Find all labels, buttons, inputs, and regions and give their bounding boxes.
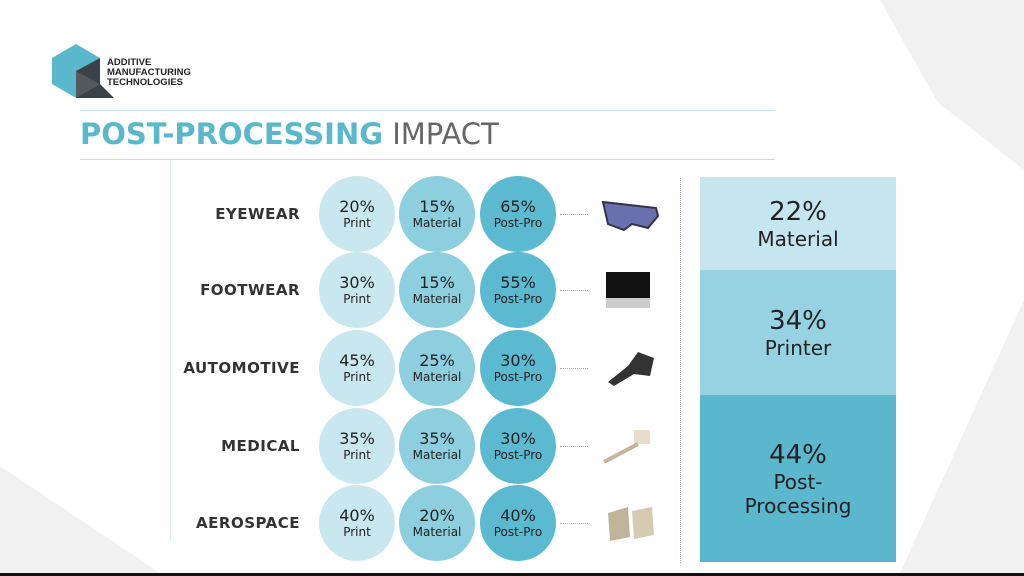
- material-circle: 20% Material: [399, 485, 475, 561]
- connector: [560, 446, 588, 447]
- aerospace-part-icon: [608, 507, 654, 541]
- summary-percent: 34%: [769, 305, 827, 336]
- circle-label: Post-Pro: [493, 448, 543, 462]
- circle-label: Print: [343, 370, 371, 384]
- divider: [170, 160, 171, 540]
- page-title: POST-PROCESSING IMPACT: [80, 117, 499, 151]
- summary-label: Post- Processing: [744, 469, 852, 518]
- print-circle: 35% Print: [319, 408, 395, 484]
- percent: 25%: [419, 351, 455, 370]
- postpro-circle: 40% Post-Pro: [480, 485, 556, 561]
- percent: 35%: [339, 429, 375, 448]
- summary-segment: 34% Printer: [700, 270, 896, 395]
- divider: [80, 110, 775, 111]
- print-circle: 20% Print: [319, 176, 395, 252]
- row-label: MEDICAL: [221, 437, 300, 455]
- connector: [560, 368, 588, 369]
- percent: 20%: [339, 197, 375, 216]
- postpro-circle: 65% Post-Pro: [480, 176, 556, 252]
- row-label: AEROSPACE: [196, 514, 300, 532]
- bg-shape: [0, 465, 160, 573]
- circle-label: Post-Pro: [493, 292, 543, 306]
- medical-implant-icon: [603, 430, 650, 464]
- summary-label: Material: [757, 226, 839, 251]
- percent: 55%: [500, 273, 536, 292]
- percent: 40%: [339, 506, 375, 525]
- circle-label: Material: [412, 292, 462, 306]
- circle-label: Post-Pro: [493, 216, 543, 230]
- circle-label: Print: [343, 448, 371, 462]
- connector: [560, 523, 588, 524]
- percent: 15%: [419, 273, 455, 292]
- row-label: FOOTWEAR: [200, 281, 300, 299]
- bg-shape: [880, 0, 1024, 170]
- material-circle: 15% Material: [399, 252, 475, 328]
- percent: 65%: [500, 197, 536, 216]
- summary-segment: 44% Post- Processing: [700, 395, 896, 562]
- divider: [80, 159, 775, 160]
- bg-shape: [900, 300, 1024, 573]
- row-label: EYEWEAR: [215, 205, 300, 223]
- postpro-circle: 55% Post-Pro: [480, 252, 556, 328]
- connector: [560, 214, 588, 215]
- summary-label: Printer: [764, 335, 832, 360]
- circle-label: Material: [412, 216, 462, 230]
- summary-percent: 44%: [769, 439, 827, 470]
- logo-hexagon-icon: [52, 44, 114, 98]
- print-circle: 40% Print: [319, 485, 395, 561]
- circle-label: Print: [343, 525, 371, 539]
- divider: [680, 178, 681, 563]
- eyewear-icon: [601, 200, 660, 232]
- print-circle: 45% Print: [319, 330, 395, 406]
- percent: 40%: [500, 506, 536, 525]
- logo-text: ADDITIVE MANUFACTURING TECHNOLOGIES: [107, 57, 191, 88]
- circle-label: Material: [412, 370, 462, 384]
- footwear-icon: [606, 272, 650, 308]
- circle-label: Post-Pro: [493, 370, 543, 384]
- row-label: AUTOMOTIVE: [183, 359, 300, 377]
- circle-label: Material: [412, 525, 462, 539]
- material-circle: 25% Material: [399, 330, 475, 406]
- percent: 30%: [500, 429, 536, 448]
- postpro-circle: 30% Post-Pro: [480, 408, 556, 484]
- summary-segment: 22% Material: [700, 177, 896, 270]
- summary-percent: 22%: [769, 196, 827, 227]
- percent: 30%: [500, 351, 536, 370]
- percent: 35%: [419, 429, 455, 448]
- postpro-circle: 30% Post-Pro: [480, 330, 556, 406]
- percent: 15%: [419, 197, 455, 216]
- automotive-part-icon: [608, 352, 654, 386]
- bottom-bar: [0, 573, 1024, 576]
- circle-label: Print: [343, 292, 371, 306]
- circle-label: Post-Pro: [493, 525, 543, 539]
- print-circle: 30% Print: [319, 252, 395, 328]
- circle-label: Print: [343, 216, 371, 230]
- percent: 45%: [339, 351, 375, 370]
- material-circle: 35% Material: [399, 408, 475, 484]
- percent: 30%: [339, 273, 375, 292]
- material-circle: 15% Material: [399, 176, 475, 252]
- circle-label: Material: [412, 448, 462, 462]
- connector: [560, 290, 588, 291]
- percent: 20%: [419, 506, 455, 525]
